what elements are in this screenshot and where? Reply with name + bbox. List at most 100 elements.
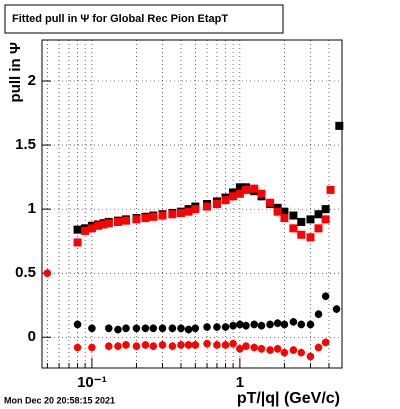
marker (87, 224, 96, 233)
marker (221, 341, 230, 349)
marker (104, 219, 113, 228)
marker (213, 341, 221, 349)
y-axis-title: pull in Ψ (7, 42, 24, 102)
marker (280, 348, 289, 357)
marker (73, 225, 82, 234)
marker (250, 343, 259, 352)
marker (158, 324, 167, 333)
marker (141, 324, 150, 333)
marker (94, 221, 103, 230)
marker (122, 341, 130, 349)
y-tick-label: 1 (28, 200, 36, 217)
marker (289, 318, 298, 326)
marker (81, 226, 90, 235)
marker (236, 344, 244, 353)
marker (280, 320, 289, 329)
marker (280, 207, 289, 216)
marker (168, 324, 177, 333)
marker (273, 319, 282, 327)
marker (241, 185, 250, 194)
marker (306, 320, 315, 329)
marker (321, 338, 330, 347)
x-tick-label: 10⁻¹ (77, 374, 107, 391)
marker (314, 310, 323, 318)
marker (191, 341, 200, 349)
marker (289, 224, 298, 233)
marker (314, 210, 323, 219)
marker (213, 323, 221, 331)
marker (257, 189, 266, 198)
marker (297, 320, 306, 329)
y-tick-label: 0 (28, 328, 36, 345)
marker (326, 185, 335, 194)
marker (203, 339, 211, 348)
marker (314, 224, 323, 233)
marker (88, 343, 96, 352)
marker (306, 233, 315, 242)
marker (236, 320, 244, 329)
marker (221, 196, 230, 205)
marker (168, 342, 177, 351)
marker (73, 320, 82, 329)
title-box (4, 4, 284, 34)
marker (266, 346, 274, 354)
marker (229, 192, 238, 201)
marker (297, 217, 306, 226)
marker (314, 343, 323, 352)
y-tick-label: 0.5 (15, 264, 36, 281)
marker (321, 215, 330, 224)
marker (73, 238, 82, 247)
marker (104, 324, 113, 333)
marker (176, 208, 185, 217)
marker (266, 198, 275, 207)
marker (280, 214, 289, 223)
marker (242, 342, 250, 351)
marker (335, 121, 344, 130)
marker (235, 189, 244, 198)
marker (321, 292, 330, 301)
marker (266, 320, 274, 329)
marker (257, 321, 266, 330)
marker (113, 217, 122, 226)
marker (73, 343, 82, 352)
marker (104, 342, 113, 351)
marker (297, 230, 306, 239)
marker (88, 324, 96, 333)
marker (273, 344, 282, 353)
marker (122, 216, 131, 225)
marker (191, 324, 200, 333)
marker (229, 321, 237, 330)
marker (221, 323, 230, 331)
marker (306, 215, 315, 224)
marker (321, 205, 330, 214)
marker (168, 210, 177, 219)
marker (229, 339, 237, 348)
marker (306, 352, 315, 361)
marker (184, 325, 193, 334)
marker (235, 183, 244, 192)
marker (149, 212, 158, 221)
marker (114, 342, 122, 351)
timestamp: Mon Dec 20 20:58:15 2021 (4, 395, 115, 405)
marker (184, 207, 193, 216)
plot-frame (41, 39, 343, 369)
marker (242, 321, 250, 330)
marker (141, 341, 150, 349)
marker (158, 211, 167, 220)
marker (122, 324, 130, 333)
marker (184, 341, 193, 349)
marker (212, 200, 221, 208)
marker (99, 220, 108, 229)
marker (141, 214, 150, 223)
marker (132, 342, 141, 351)
marker (132, 215, 141, 224)
marker (250, 184, 259, 193)
marker (203, 323, 211, 331)
marker (250, 320, 259, 329)
marker (43, 269, 52, 277)
chart-title: Fitted pull in Ψ for Global Rec Pion Eta… (12, 13, 228, 25)
marker (158, 341, 167, 349)
marker (297, 348, 306, 357)
